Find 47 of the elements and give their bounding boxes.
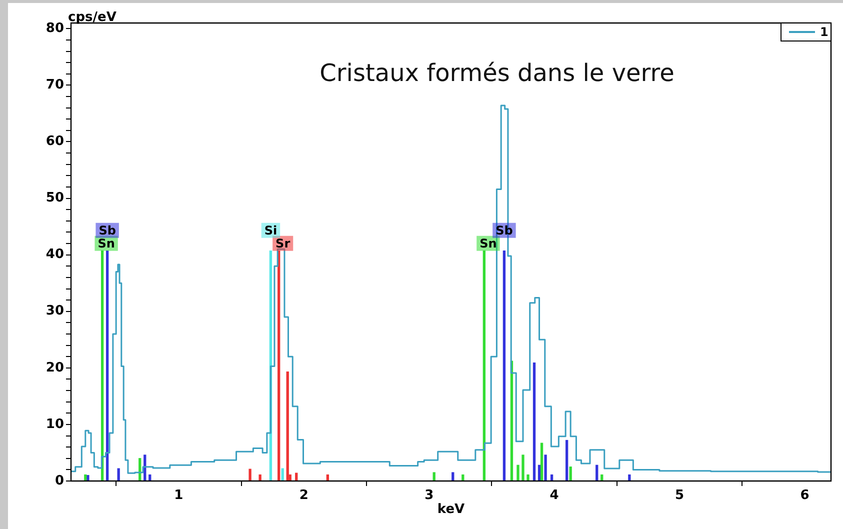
bar [452,472,454,481]
annotation: Sn [98,236,115,250]
bar [248,468,252,481]
bar [538,464,541,481]
text: Cristaux formés dans le verre [320,59,674,88]
x-tick-label: 1 [174,488,184,504]
y-tick-label: 50 [46,190,64,206]
annotation: Sb [98,223,116,238]
annotation: Sr [276,236,290,250]
bar [569,466,572,481]
bar [526,474,530,481]
bar [286,372,289,481]
annotation: Sn [480,236,497,250]
bar [281,468,284,481]
bar [278,250,280,481]
y-tick-label: 0 [54,473,64,488]
y-axis-title: cps/eV [68,10,116,25]
x-tick-label: 5 [674,488,684,504]
annotation: Si [264,223,278,238]
annotation: Sb [496,223,514,238]
bar [532,362,536,481]
y-tick-label: 70 [46,78,64,93]
bar [516,464,520,481]
y-tick-label: 80 [46,21,64,36]
bar [502,250,506,481]
x-axis-title: keV [437,502,465,517]
bar [106,250,109,481]
bar [544,454,547,481]
y-tick-label: 60 [46,134,64,150]
bar [565,440,568,481]
bar [482,250,486,481]
x-tick-label: 4 [550,488,559,504]
bar [596,464,598,481]
bar [432,472,436,481]
y-tick-label: 30 [46,304,64,319]
x-tick-label: 3 [424,488,434,504]
y-tick-label: 10 [46,416,64,432]
x-tick-label: 2 [299,488,308,504]
x-tick-label: 6 [800,488,810,504]
bar [117,468,120,481]
y-tick-label: 20 [46,360,64,376]
legend-label: 1 [820,25,828,40]
bar [100,250,104,481]
bar [522,454,524,481]
bar [540,442,544,481]
y-tick-label: 40 [46,247,64,262]
bar [258,474,262,481]
